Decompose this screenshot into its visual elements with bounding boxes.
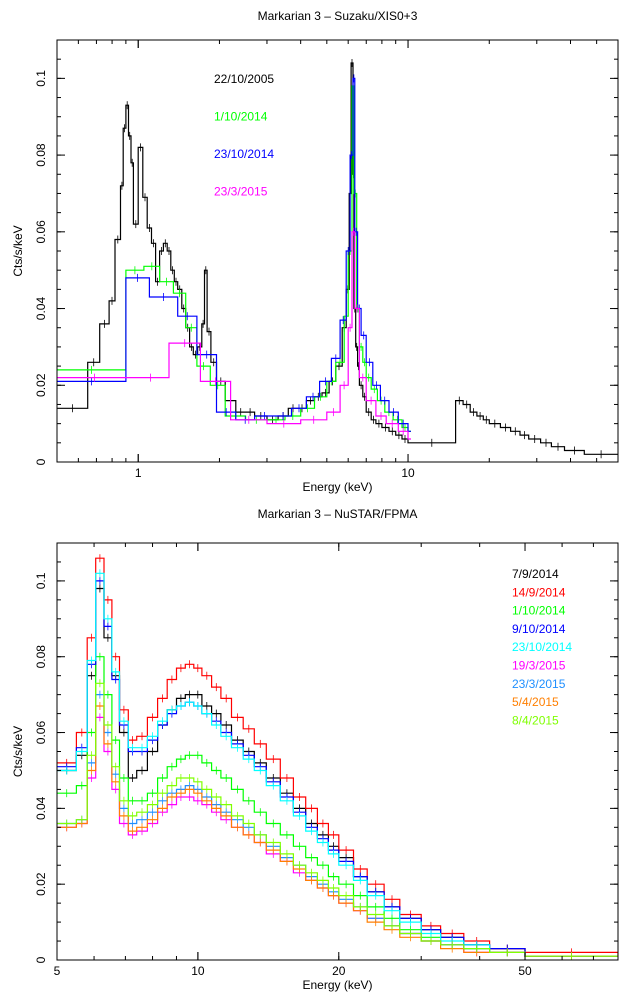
y-tick-label: 0 (34, 956, 48, 963)
legend-entry: 23/3/2015 (512, 677, 566, 691)
y-tick-label: 0 (34, 458, 48, 465)
chart-panel-2: Markarian 3 – NuSTAR/FPMA 0 0.02 0.04 0.06 0.… (11, 507, 619, 992)
x-axis-label: Energy (keV) (302, 978, 372, 992)
x-tick-label: 50 (518, 964, 532, 978)
legend-entry: 23/10/2014 (512, 640, 572, 654)
series-line-7 (57, 695, 619, 957)
y-tick-label: 0.04 (34, 297, 48, 321)
legend-entry: 19/3/2015 (512, 659, 566, 673)
series-line-2 (57, 558, 619, 956)
chart-title: Markarian 3 – Suzaku/XIS0+3 (258, 9, 418, 23)
y-tick-label: 0.06 (34, 220, 48, 244)
legend-entry: 1/10/2014 (214, 110, 268, 124)
legend-entry: 1/10/2014 (512, 604, 566, 618)
y-tick-label: 0.08 (34, 143, 48, 167)
y-tick-label: 0.02 (34, 373, 48, 397)
legend-entry: 23/10/2014 (214, 147, 274, 161)
x-tick-label: 10 (191, 964, 205, 978)
y-tick-label: 0.08 (34, 645, 48, 669)
y-tick-label: 0.06 (34, 721, 48, 745)
plot-frame (57, 40, 618, 462)
legend-entry: 5/4/2015 (512, 695, 559, 709)
y-tick-label: 0.02 (34, 872, 48, 896)
y-axis-label: Cts/s/keV (11, 726, 25, 777)
series-line-6 (57, 717, 619, 956)
y-tick-label: 0.1 (34, 572, 48, 589)
x-tick-label: 1 (135, 466, 142, 480)
legend-entry: 9/10/2014 (512, 622, 566, 636)
series-line-1 (57, 63, 619, 454)
x-tick-label: 20 (332, 964, 346, 978)
y-tick-label: 0.1 (34, 70, 48, 87)
series-line-4 (57, 581, 619, 956)
x-tick-label: 10 (401, 466, 415, 480)
x-axis-label: Energy (keV) (302, 480, 372, 494)
legend-entry: 23/3/2015 (214, 185, 268, 199)
chart-title: Markarian 3 – NuSTAR/FPMA (258, 507, 418, 521)
legend-entry: 8/4/2015 (512, 713, 559, 727)
y-tick-label: 0.04 (34, 796, 48, 820)
x-tick-label: 5 (54, 964, 61, 978)
chart-panel-1: Markarian 3 – Suzaku/XIS0+3 0 0.02 0.04 0.06… (11, 9, 619, 494)
series-line-3 (57, 78, 411, 431)
legend-entry: 7/9/2014 (512, 567, 559, 581)
y-axis-label: Cts/s/keV (11, 225, 25, 276)
legend-entry: 14/9/2014 (512, 585, 566, 599)
legend-entry: 22/10/2005 (214, 72, 274, 86)
series-group (57, 59, 619, 458)
